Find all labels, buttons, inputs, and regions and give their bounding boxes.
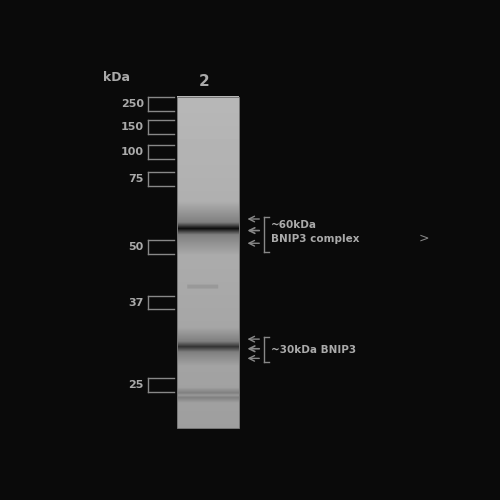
Text: ~60kDa: ~60kDa bbox=[271, 220, 317, 230]
Bar bbox=[177, 96, 239, 427]
Text: 75: 75 bbox=[128, 174, 144, 184]
Text: 150: 150 bbox=[121, 122, 144, 132]
Text: >: > bbox=[419, 232, 430, 245]
Text: 50: 50 bbox=[128, 242, 144, 252]
Text: 250: 250 bbox=[121, 100, 144, 110]
Text: 2: 2 bbox=[198, 74, 209, 88]
Text: BNIP3 complex: BNIP3 complex bbox=[271, 234, 360, 244]
Text: 37: 37 bbox=[128, 298, 144, 308]
Text: kDa: kDa bbox=[103, 71, 130, 84]
Text: ~30kDa BNIP3: ~30kDa BNIP3 bbox=[271, 345, 356, 355]
Text: 100: 100 bbox=[121, 148, 144, 158]
Text: 25: 25 bbox=[128, 380, 144, 390]
